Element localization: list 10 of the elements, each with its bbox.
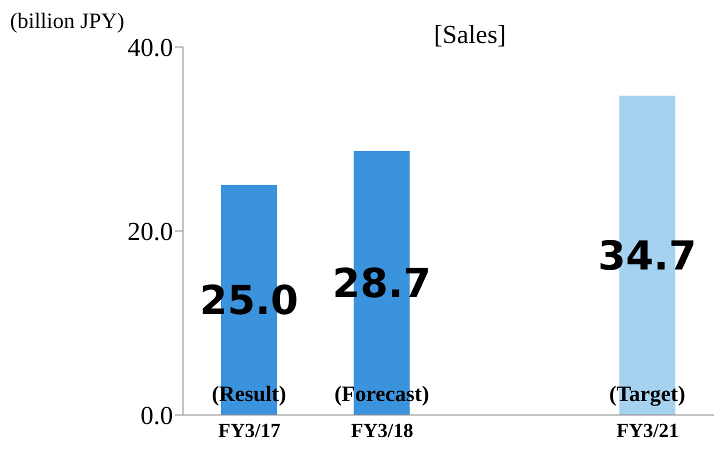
- y-tick-label: 40.0: [128, 33, 173, 62]
- annotation: (Target): [609, 381, 686, 406]
- data-label: 34.7: [598, 234, 697, 280]
- chart-title: [Sales]: [432, 20, 508, 50]
- y-tick-label: 20.0: [128, 217, 173, 246]
- x-tick-label: FY3/21: [616, 420, 679, 442]
- y-axis-title: (billion JPY): [10, 8, 124, 34]
- x-tick-label: FY3/18: [351, 420, 414, 442]
- y-tick-label: 0.0: [140, 401, 173, 430]
- x-tick-label: FY3/17: [218, 420, 280, 442]
